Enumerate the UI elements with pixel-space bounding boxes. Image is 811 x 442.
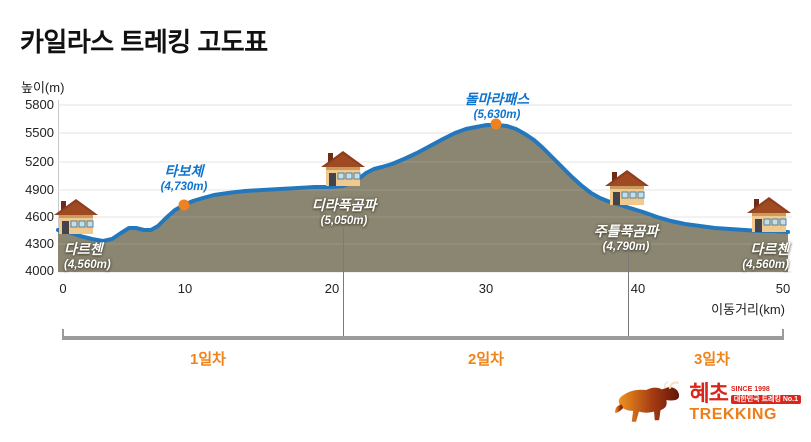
waypoint-name: 타보체: [164, 163, 204, 179]
x-axis-label: 이동거리(km): [711, 302, 785, 317]
waypoint-marker-icon: [178, 199, 190, 211]
waypoint-elevation: (5,050m): [320, 214, 368, 227]
y-tick: 5500: [25, 125, 54, 140]
lodge-icon: [605, 169, 649, 206]
day-divider: [343, 228, 344, 338]
elevation-line: [56, 123, 790, 243]
waypoint-name: 디라푹곰파: [311, 197, 377, 213]
logo-tagline-badge: 대한민국 트레킹 No.1: [730, 395, 801, 404]
waypoint-label-dirapuk: 디라푹곰파 (5,050m): [312, 198, 376, 227]
y-tick: 5800: [25, 97, 54, 112]
waypoint-elevation: (4,790m): [602, 240, 650, 253]
waypoint-elevation: (4,560m): [742, 258, 789, 271]
x-tick: 50: [775, 281, 791, 296]
y-tick: 4000: [25, 263, 54, 278]
day-label-2: 2일차: [468, 351, 504, 368]
y-axis-label: 높이(m): [21, 80, 65, 95]
logo-brand-text: 혜초: [689, 381, 728, 406]
waypoint-name: 주틀푹곰파: [593, 223, 659, 239]
x-tick: 40: [630, 281, 646, 296]
day-label-1: 1일차: [190, 351, 226, 368]
waypoint-elevation: (4,560m): [64, 258, 111, 271]
waypoint-name: 다르첸: [750, 241, 789, 257]
lodge-icon: [321, 150, 365, 187]
waypoint-label-darchen-start: 다르첸 (4,560m): [64, 242, 111, 271]
page-title: 카일라스 트레킹 고도표: [20, 27, 268, 57]
day-divider: [628, 250, 629, 338]
logo-since-text: SINCE 1998: [730, 386, 770, 393]
x-tick: 30: [478, 281, 494, 296]
y-tick: 4300: [25, 236, 54, 251]
lodge-icon: [747, 196, 791, 233]
yak-logo-icon: [615, 381, 680, 422]
x-tick: 20: [324, 281, 340, 296]
brand-logo: 혜초 SINCE 1998 대한민국 트레킹 No.1 TREKKING: [613, 378, 801, 428]
waypoint-label-dolmala: 돌마라패스 (5,630m): [465, 92, 529, 121]
y-tick: 4900: [25, 182, 54, 197]
y-tick: 5200: [25, 154, 54, 169]
day-bar-end-tick: [782, 329, 784, 340]
lodge-icon: [54, 198, 98, 235]
waypoint-label-zutulpuk: 주틀푹곰파 (4,790m): [594, 224, 658, 253]
waypoint-label-taboche: 타보체 (4,730m): [161, 164, 208, 193]
waypoint-elevation: (5,630m): [473, 108, 521, 121]
grid-lines-overlay: [58, 161, 792, 245]
logo-trekking-text: TREKKING: [689, 406, 777, 423]
y-tick: 4600: [25, 209, 54, 224]
day-bar-start-tick: [62, 329, 64, 340]
waypoint-name: 다르첸: [64, 241, 103, 257]
elevation-area: [58, 125, 788, 272]
waypoint-elevation: (4,730m): [160, 180, 208, 193]
waypoint-label-darchen-end: 다르첸 (4,560m): [742, 242, 789, 271]
waypoint-name: 돌마라패스: [464, 91, 530, 107]
waypoint-marker-icon: [490, 118, 502, 130]
x-tick: 10: [177, 281, 193, 296]
x-tick: 0: [59, 281, 67, 296]
y-axis-line: [58, 100, 59, 272]
day-range-bar: [62, 336, 784, 340]
day-label-3: 3일차: [694, 351, 730, 368]
